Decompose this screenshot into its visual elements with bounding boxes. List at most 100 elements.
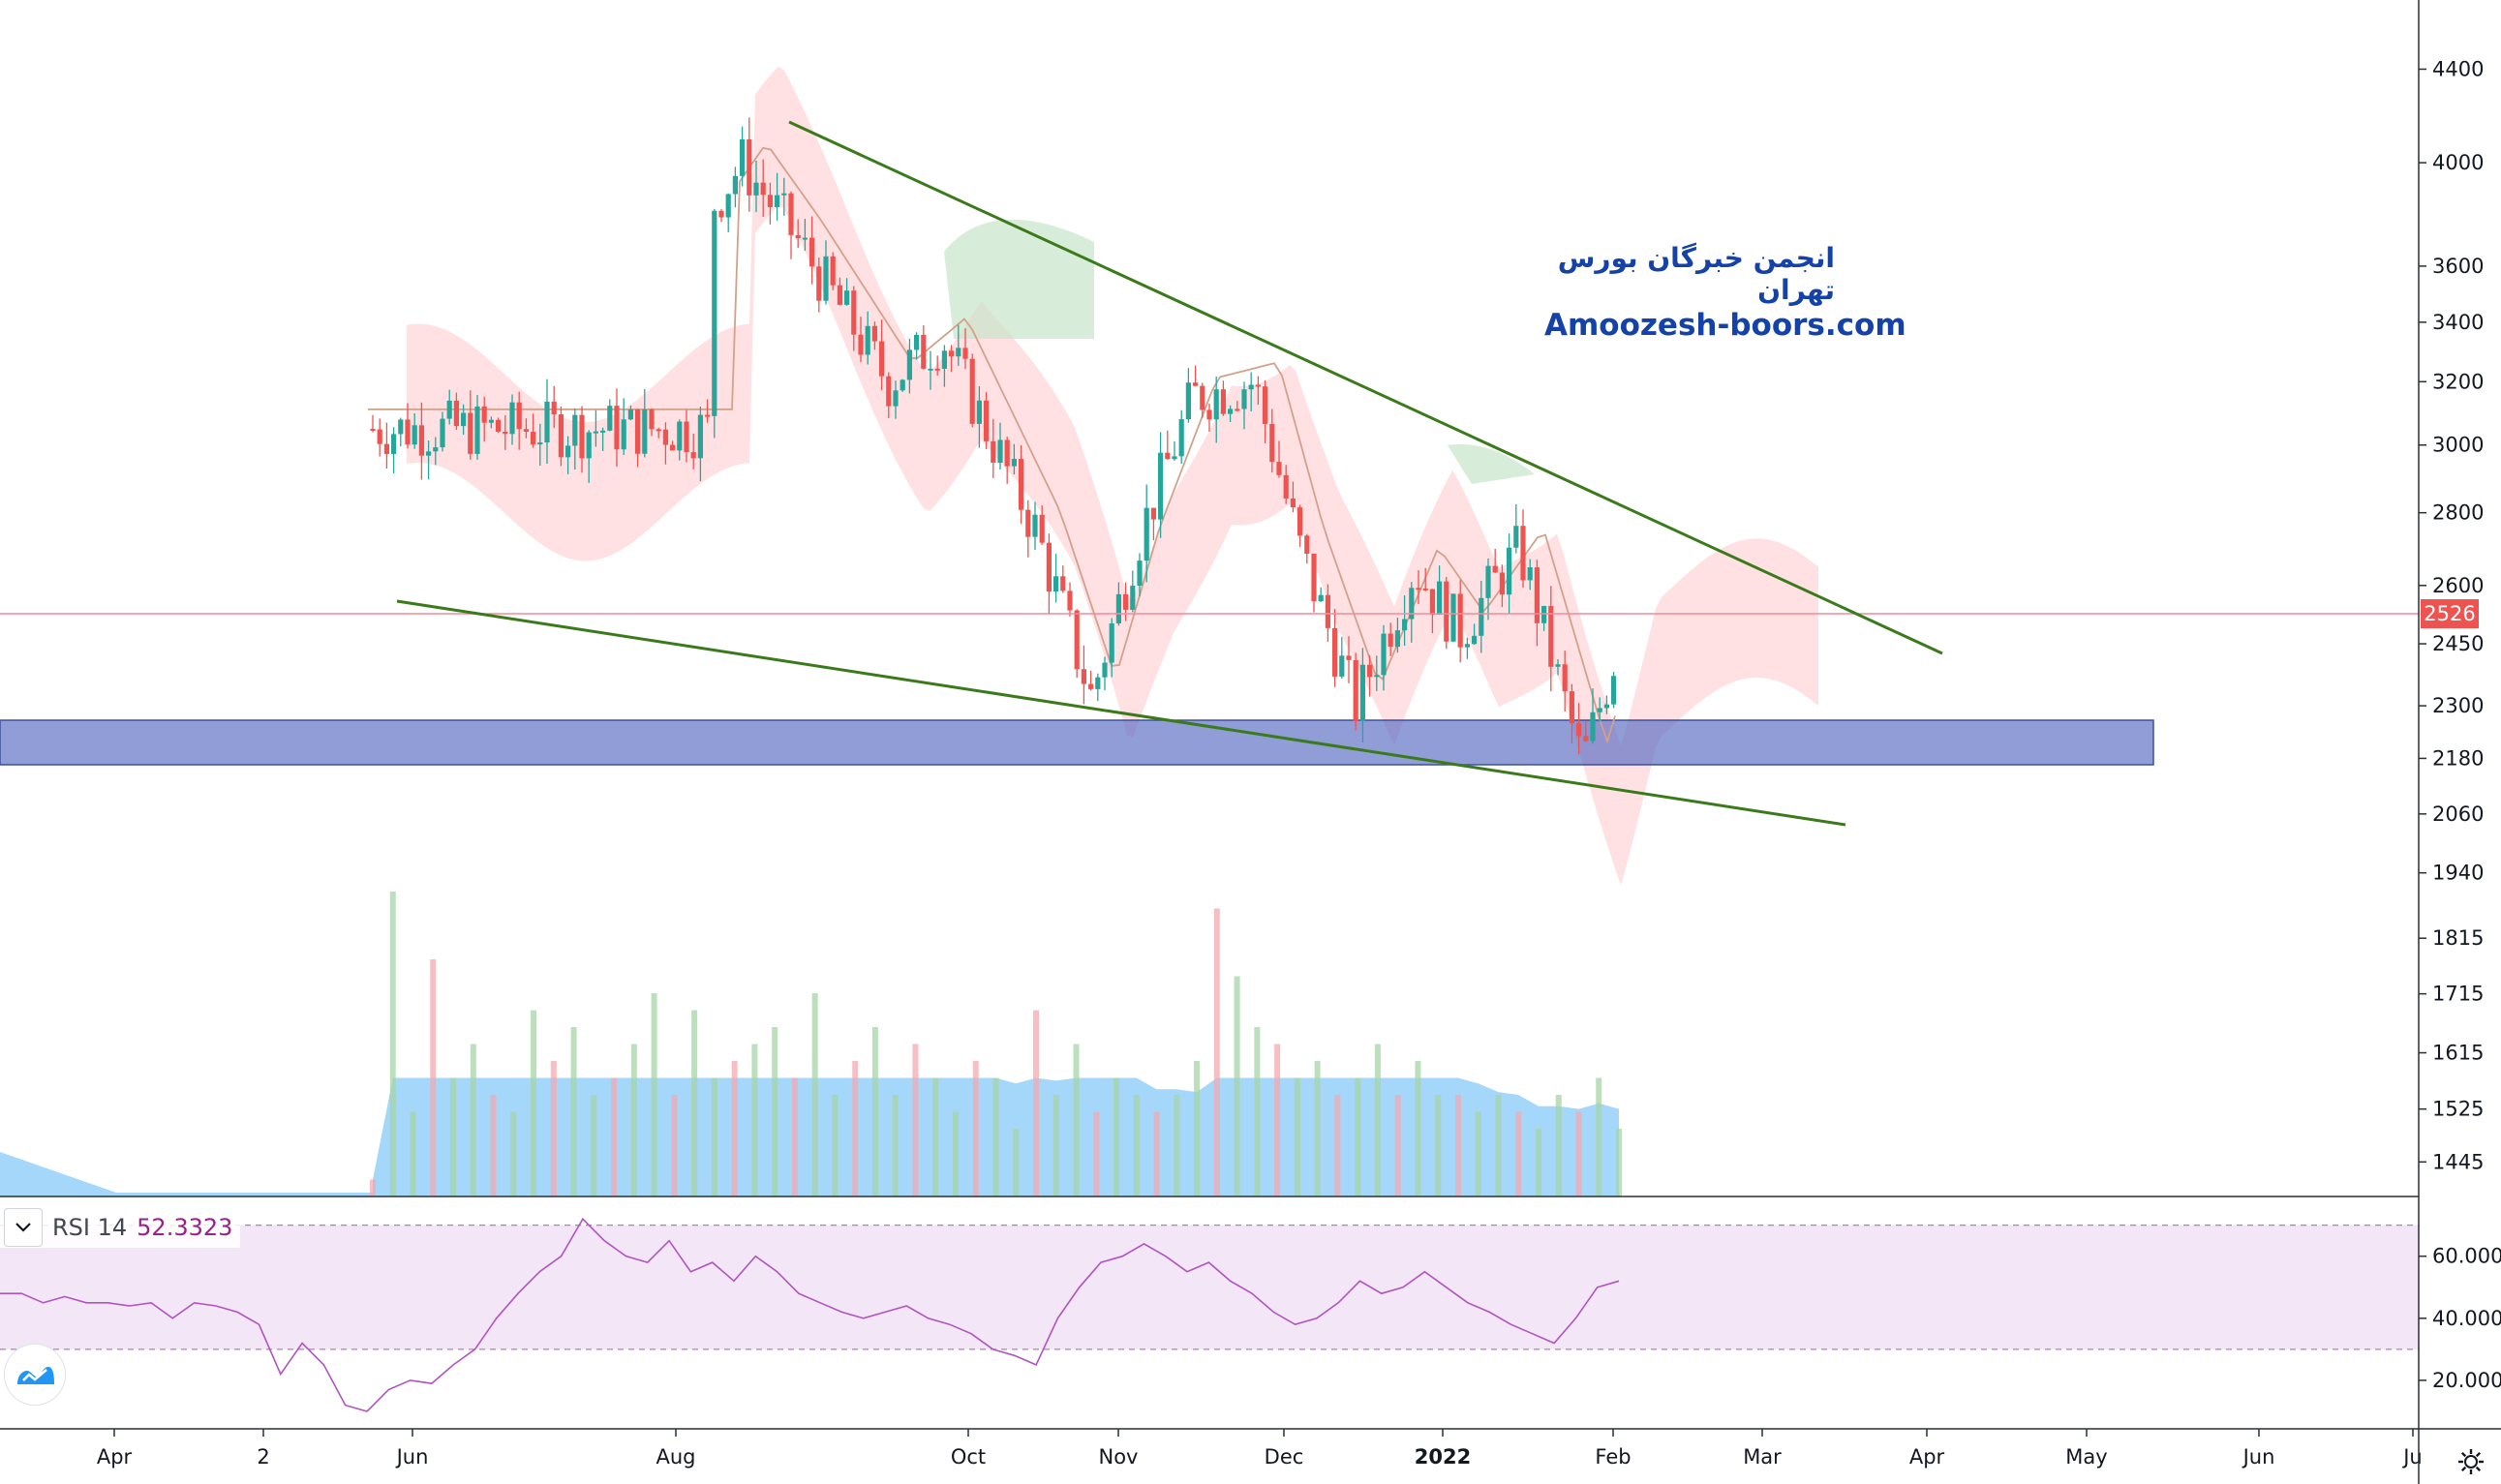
collapse-button[interactable] <box>4 1208 43 1247</box>
price-tick-label: 1940 <box>2432 862 2484 885</box>
volume-bar <box>1334 1095 1341 1196</box>
candle <box>1032 501 1038 551</box>
candle <box>991 418 996 478</box>
candle <box>531 413 536 448</box>
price-tick-label: 2450 <box>2432 632 2484 655</box>
volume-bar <box>1435 1095 1442 1196</box>
candle <box>1025 500 1031 558</box>
volume-bar <box>651 993 657 1196</box>
chevron-down-icon <box>15 1223 31 1232</box>
volume-bar <box>1394 1095 1401 1196</box>
candle <box>593 409 598 447</box>
volume-bar <box>1274 1044 1281 1196</box>
lower-trendline[interactable] <box>396 599 1846 827</box>
candle <box>718 209 724 223</box>
candle <box>488 416 494 429</box>
volume-bar <box>1153 1111 1160 1196</box>
volume-bar <box>1052 1095 1059 1196</box>
candle <box>1367 655 1373 697</box>
candle <box>635 409 641 468</box>
candle <box>969 353 975 428</box>
candle <box>1137 553 1143 597</box>
volume-bar <box>751 1044 758 1196</box>
candle <box>600 427 606 451</box>
time-tick-label: Jun <box>395 1445 429 1469</box>
candle <box>886 372 892 418</box>
candle <box>656 427 661 439</box>
kumo-area <box>407 66 1818 886</box>
tradingview-logo-button[interactable] <box>4 1344 66 1406</box>
candle <box>440 411 445 452</box>
time-tick-label: Apr <box>97 1445 133 1469</box>
candle <box>1409 582 1415 643</box>
candle <box>1123 582 1129 621</box>
time-tick-label: Jun <box>2242 1445 2275 1469</box>
candle <box>481 396 487 442</box>
volume-bars <box>0 892 1622 1196</box>
volume-bar <box>510 1111 517 1196</box>
candle <box>1381 624 1387 691</box>
candle <box>572 408 578 469</box>
volume-bar <box>490 1095 497 1196</box>
volume-bar <box>450 1077 457 1196</box>
settings-button[interactable] <box>2450 1442 2492 1481</box>
gear-icon <box>2458 1449 2484 1474</box>
candle <box>830 252 836 290</box>
candle <box>1248 372 1254 412</box>
price-axis[interactable]: 4400 4000 3600 3400 3200 3000 2800 2600 2450 2300… <box>2419 57 2484 1173</box>
volume-bar <box>811 993 818 1196</box>
candle <box>1520 509 1526 588</box>
candle <box>1165 430 1171 460</box>
volume-bar <box>791 1077 798 1196</box>
candle <box>712 208 717 439</box>
candle <box>523 418 529 439</box>
volume-bar <box>1355 1077 1361 1196</box>
last-price-badge-bg <box>2421 599 2479 628</box>
candle <box>1297 504 1303 547</box>
rsi-axis[interactable]: 60.0000 40.0000 20.0000 <box>2419 1245 2501 1392</box>
rsi-band <box>0 1225 2419 1349</box>
candle <box>1235 401 1240 412</box>
kijun-line <box>368 146 1616 744</box>
candle <box>1513 503 1519 554</box>
time-axis[interactable]: Apr 2 Jun Aug Oct Nov Dec 2022 Feb Mar Apr May Jun Ju <box>97 1429 2423 1469</box>
candle <box>586 430 592 483</box>
candle <box>474 395 480 460</box>
volume-bar <box>972 1061 979 1196</box>
candle <box>1499 564 1505 608</box>
price-tick-label: 3400 <box>2432 311 2484 334</box>
candle <box>1109 618 1114 678</box>
candle <box>844 278 850 306</box>
volume-bar <box>1415 1061 1421 1196</box>
volume-bar <box>591 1095 597 1196</box>
volume-bar <box>1314 1061 1321 1196</box>
price-tick-label: 2060 <box>2432 803 2484 826</box>
candle <box>1339 637 1345 680</box>
volume-bar <box>1475 1111 1481 1196</box>
candle <box>962 328 968 370</box>
candle <box>837 277 842 306</box>
candle <box>1485 558 1491 621</box>
price-tick-label: 2300 <box>2432 694 2484 717</box>
candle <box>1046 533 1052 615</box>
volume-bar <box>871 1027 878 1196</box>
candle <box>1444 576 1449 650</box>
candle <box>1394 618 1400 653</box>
volume-bar <box>1013 1129 1020 1196</box>
kumo-bull-area <box>944 219 1094 339</box>
watermark-latin: Amoozesh-boors.com <box>1544 308 1906 343</box>
kumo-bull-area <box>1448 444 1535 484</box>
candle <box>405 403 411 449</box>
candle <box>1220 380 1226 416</box>
rsi-legend: RSI 14 52.3323 <box>0 1207 241 1248</box>
volume-bar <box>671 1095 678 1196</box>
upper-trendline[interactable] <box>788 120 1943 655</box>
candle <box>551 385 557 429</box>
candle <box>1019 445 1024 525</box>
time-tick-label: Apr <box>1909 1445 1945 1469</box>
rsi-legend-value: 52.3323 <box>137 1214 233 1241</box>
candle <box>816 257 822 313</box>
candle <box>1611 672 1617 709</box>
candle <box>1457 580 1463 663</box>
